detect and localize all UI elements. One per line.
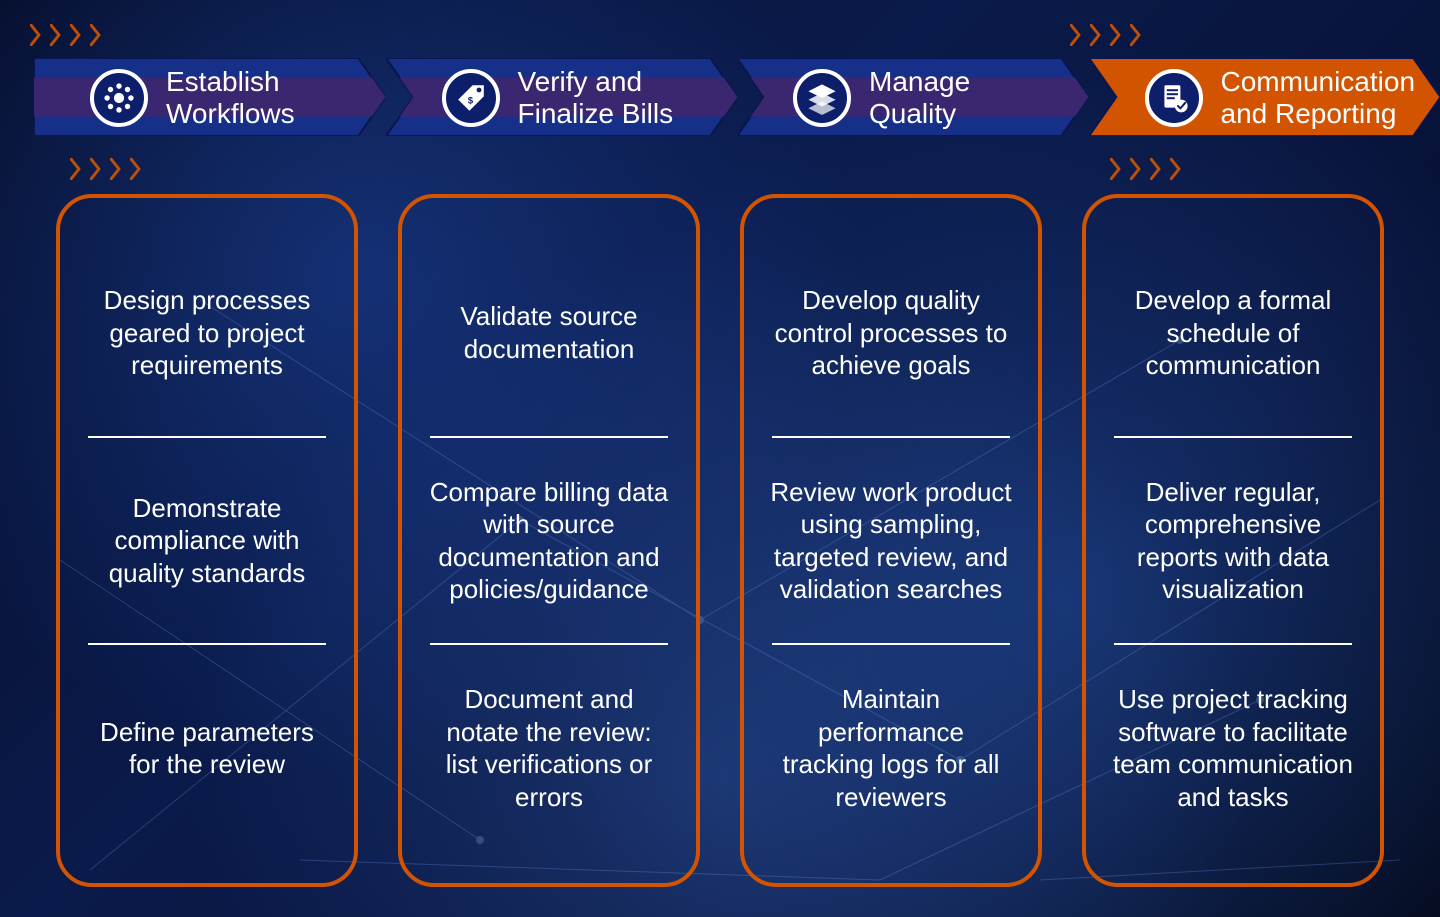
card-establish-workflows: Design processes geared to project requi… (56, 194, 358, 887)
cards-row: Design processes geared to project requi… (56, 194, 1384, 887)
card-item: Design processes geared to project requi… (82, 230, 332, 436)
decorative-chevrons (1070, 24, 1144, 46)
layers-icon (793, 69, 851, 127)
process-step-establish-workflows: Establish Workflows (34, 58, 386, 138)
card-item: Develop a formal schedule of communicati… (1108, 230, 1358, 436)
decorative-chevrons (30, 24, 104, 46)
process-step-label: Verify and Finalize Bills (518, 66, 674, 130)
process-step-communication-reporting: Communication and Reporting (1089, 58, 1440, 138)
decorative-chevrons (70, 158, 144, 180)
report-check-icon (1145, 69, 1203, 127)
decorative-chevrons (1110, 158, 1184, 180)
card-item: Deliver regular, comprehensive reports w… (1108, 438, 1358, 644)
card-item: Use project tracking software to facilit… (1108, 645, 1358, 851)
process-step-label: Establish Workflows (166, 66, 295, 130)
process-step-manage-quality: Manage Quality (737, 58, 1089, 138)
process-arrow-row: Establish Workflows $ Verify and Finalize … (34, 58, 1440, 138)
process-step-label: Manage Quality (869, 66, 970, 130)
card-item: Develop quality control processes to ach… (766, 230, 1016, 436)
card-item: Demonstrate compliance with quality stan… (82, 438, 332, 644)
card-item: Validate source documentation (424, 230, 674, 436)
card-communication-reporting: Develop a formal schedule of communicati… (1082, 194, 1384, 887)
card-manage-quality: Develop quality control processes to ach… (740, 194, 1042, 887)
svg-text:$: $ (467, 96, 473, 107)
card-item: Maintain performance tracking logs for a… (766, 645, 1016, 851)
card-item: Document and notate the review: list ver… (424, 645, 674, 851)
card-item: Define parameters for the review (82, 645, 332, 851)
price-tag-icon: $ (442, 69, 500, 127)
card-verify-finalize-bills: Validate source documentationCompare bil… (398, 194, 700, 887)
process-step-label: Communication and Reporting (1221, 66, 1416, 130)
card-item: Review work product using sampling, targ… (766, 438, 1016, 644)
process-step-verify-finalize-bills: $ Verify and Finalize Bills (386, 58, 738, 138)
hub-icon (90, 69, 148, 127)
card-item: Compare billing data with source documen… (424, 438, 674, 644)
